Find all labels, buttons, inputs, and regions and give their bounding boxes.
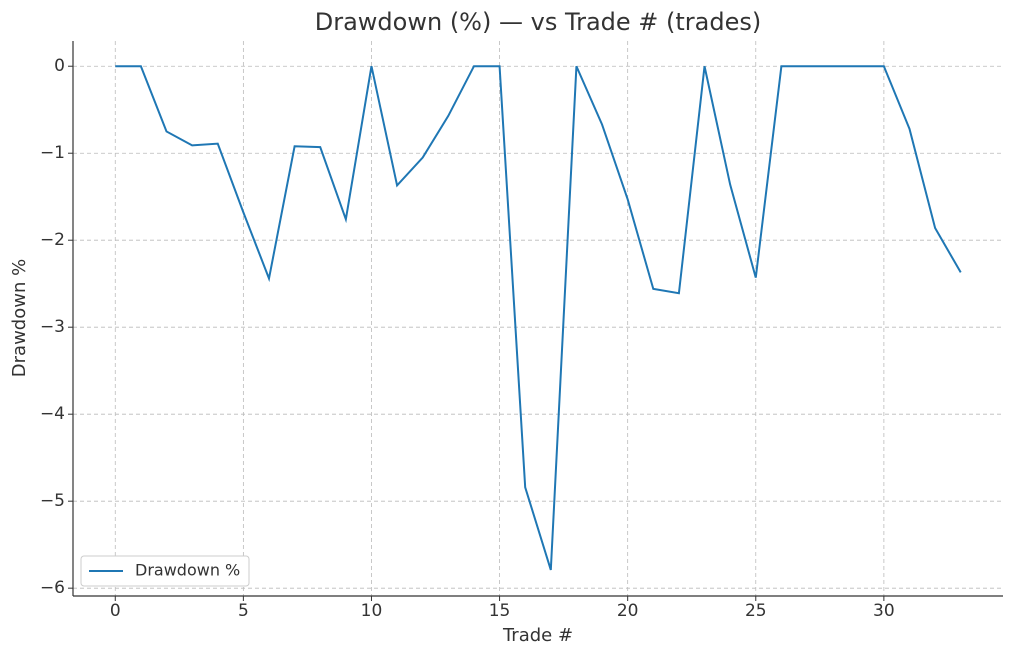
x-tick-label: 5 [238, 601, 249, 621]
y-axis-label: Drawdown % [9, 259, 30, 377]
x-tick-label: 10 [361, 601, 383, 621]
x-tick-label: 0 [110, 601, 121, 621]
y-tick-label: −2 [40, 230, 65, 250]
legend-label: Drawdown % [135, 561, 240, 580]
x-axis-label: Trade # [502, 625, 573, 646]
x-tick-label: 30 [873, 601, 895, 621]
y-tick-label: 0 [54, 56, 65, 76]
y-tick-label: −1 [40, 143, 65, 163]
x-tick-label: 20 [617, 601, 639, 621]
line [115, 65, 962, 571]
x-tick-label: 15 [489, 601, 511, 621]
y-tick-label: −5 [40, 491, 65, 511]
y-tick-label: −3 [40, 317, 65, 337]
legend-box [80, 555, 250, 587]
x-tick-label: 25 [745, 601, 767, 621]
y-tick-label: −6 [40, 578, 65, 598]
y-tick-label: −4 [40, 404, 65, 424]
chart-title: Drawdown (%) — vs Trade # (trades) [315, 8, 761, 36]
